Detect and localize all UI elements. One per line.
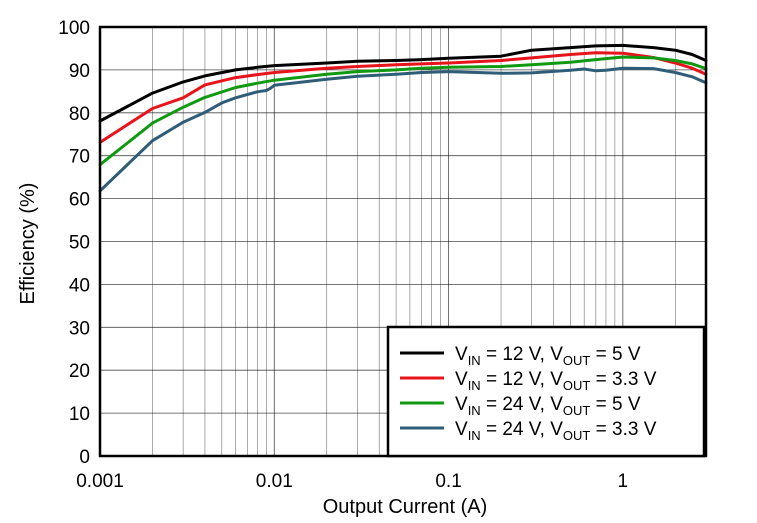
y-tick-label: 60: [69, 190, 90, 211]
y-tick-label: 50: [69, 233, 90, 254]
x-tick-labels: 0.001 0.01 0.1 1: [76, 471, 628, 492]
y-tick-label: 90: [69, 61, 90, 82]
series-line-1: [98, 43, 708, 123]
x-tick-label: 0.1: [435, 471, 461, 492]
y-tick-label: 30: [69, 318, 90, 339]
legend-box: [386, 325, 706, 458]
y-tick-label: 0: [79, 447, 90, 468]
y-tick-label: 20: [69, 361, 90, 382]
x-tick-label: 1: [618, 471, 629, 492]
x-tick-label: 0.001: [76, 471, 124, 492]
y-tick-label: 10: [69, 404, 90, 425]
y-axis-label: Efficiency (%): [17, 183, 39, 305]
legend-entry: VIN = 24 V, VOUT = 5 V: [455, 394, 641, 418]
y-tick-labels: 0 10 20 30 40 50 60 70 80 90 100: [58, 18, 90, 468]
y-tick-label: 40: [69, 275, 90, 296]
series-line-3: [98, 55, 708, 167]
plot-series: [98, 43, 708, 193]
series-line-4: [98, 66, 708, 193]
legend-entry: VIN = 12 V, VOUT = 3.3 V: [455, 369, 657, 393]
legend-entry: VIN = 24 V, VOUT = 3.3 V: [455, 419, 657, 443]
legend-entry: VIN = 12 V, VOUT = 5 V: [455, 344, 641, 368]
series-line-2: [98, 51, 708, 144]
y-tick-label: 70: [69, 147, 90, 168]
y-tick-label: 100: [58, 18, 90, 39]
x-axis-label: Output Current (A): [323, 496, 488, 518]
x-tick-label: 0.01: [256, 471, 293, 492]
y-tick-label: 80: [69, 104, 90, 125]
